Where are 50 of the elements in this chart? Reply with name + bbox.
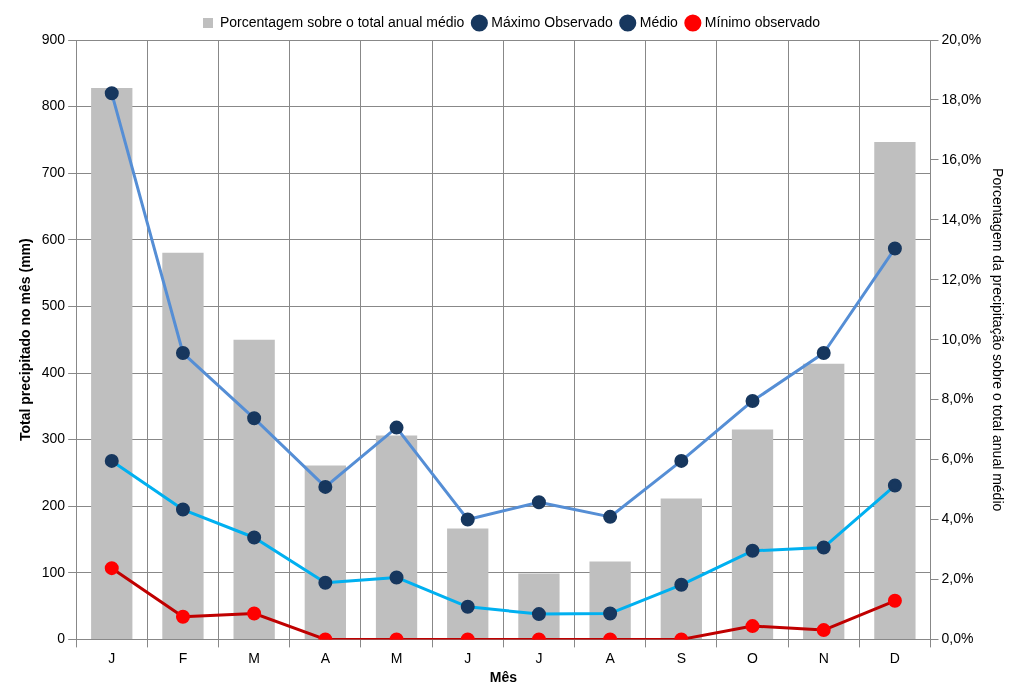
x-tick-label: M (248, 649, 260, 666)
y2-tick-label: 0,0% (941, 630, 974, 647)
y2-tick-label: 12,0% (941, 270, 982, 287)
y-tick-label: 400 (41, 363, 66, 380)
legend-label: Máximo Observado (491, 13, 613, 30)
y-tick-label: 200 (41, 497, 66, 514)
x-tick-label: F (178, 649, 188, 666)
y-tick-label: 600 (41, 230, 66, 247)
x-tick-label: J (464, 649, 472, 666)
x-axis-title: Mês (489, 669, 518, 686)
legend-label: Médio (639, 13, 679, 30)
x-tick-label: J (108, 649, 116, 666)
bar (660, 498, 702, 639)
y2-axis-title: Porcentagem da precipitação sobre o total anual médio (989, 168, 1006, 512)
x-tick-label: M (390, 649, 403, 666)
y-tick-label: 300 (41, 430, 66, 447)
y2-tick-label: 8,0% (941, 390, 974, 407)
x-tick-label: D (889, 649, 900, 666)
y2-tick-label: 14,0% (941, 210, 982, 227)
bar (447, 528, 489, 639)
bar (304, 465, 346, 639)
legend-label: Mínimo observado (704, 13, 821, 30)
y-tick-label: 100 (41, 563, 66, 580)
y-tick-label: 500 (41, 297, 66, 314)
bar (162, 252, 204, 639)
y2-tick-label: 10,0% (941, 330, 982, 347)
x-tick-label: N (818, 649, 829, 666)
y-tick-label: 700 (41, 164, 66, 181)
y2-tick-label: 6,0% (941, 450, 974, 467)
x-tick-label: A (320, 649, 331, 666)
bar (233, 339, 275, 639)
bar (731, 429, 774, 639)
bar (803, 363, 845, 639)
x-tick-label: O (747, 649, 759, 666)
y-tick-label: 800 (41, 97, 66, 114)
y2-tick-label: 20,0% (941, 30, 982, 47)
y-tick-label: 0 (57, 630, 66, 647)
y2-tick-label: 18,0% (941, 90, 982, 107)
bar (375, 435, 418, 639)
y-axis-title: Total precipitado no mês (mm) (17, 238, 34, 442)
y2-tick-label: 4,0% (941, 510, 974, 527)
x-tick-label: J (535, 649, 543, 666)
bar (91, 87, 133, 639)
y2-tick-label: 2,0% (941, 570, 974, 587)
x-tick-label: A (605, 649, 616, 666)
legend-label: Porcentagem sobre o total anual médio (219, 13, 465, 30)
y-tick-label: 900 (41, 30, 66, 47)
x-tick-label: S (676, 649, 686, 666)
bar (874, 141, 916, 639)
y2-tick-label: 16,0% (941, 150, 982, 167)
